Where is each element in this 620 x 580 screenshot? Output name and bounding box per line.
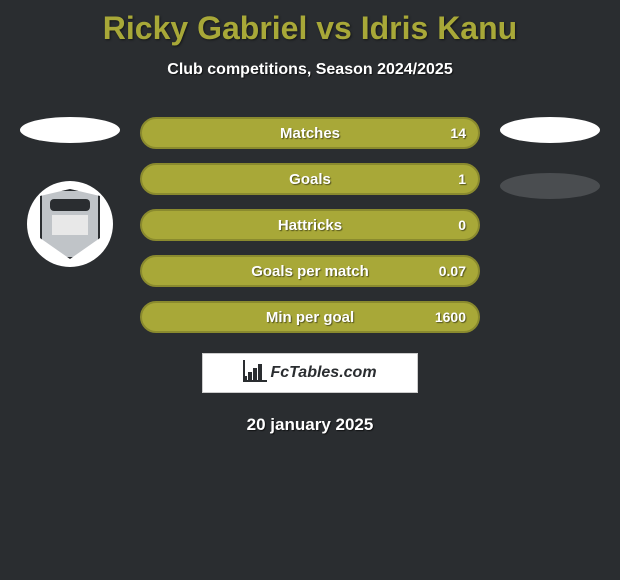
stat-value: 0 [458, 217, 466, 233]
stat-value: 0.07 [439, 263, 466, 279]
logo-text: FcTables.com [270, 364, 376, 382]
left-column [20, 117, 120, 267]
subtitle: Club competitions, Season 2024/2025 [0, 61, 620, 79]
stat-row-matches: Matches 14 [140, 117, 480, 149]
date-text: 20 january 2025 [0, 415, 620, 435]
club-oval-right [500, 173, 600, 199]
right-column [500, 117, 600, 199]
source-logo: FcTables.com [202, 353, 418, 393]
player-oval-right [500, 117, 600, 143]
stat-value: 1600 [435, 309, 466, 325]
bar-chart-icon [243, 364, 265, 382]
stat-row-goals: Goals 1 [140, 163, 480, 195]
stat-label: Min per goal [266, 309, 354, 326]
stat-row-min-per-goal: Min per goal 1600 [140, 301, 480, 333]
stat-label: Hattricks [278, 217, 342, 234]
stat-value: 1 [458, 171, 466, 187]
stat-label: Goals per match [251, 263, 369, 280]
stat-row-goals-per-match: Goals per match 0.07 [140, 255, 480, 287]
stat-label: Goals [289, 171, 331, 188]
page-title: Ricky Gabriel vs Idris Kanu [0, 10, 620, 47]
club-badge-left [27, 181, 113, 267]
content-row: Matches 14 Goals 1 Hattricks 0 Goals per… [0, 117, 620, 333]
stat-value: 14 [450, 125, 466, 141]
stats-bars: Matches 14 Goals 1 Hattricks 0 Goals per… [140, 117, 480, 333]
shield-icon [40, 189, 100, 259]
stat-row-hattricks: Hattricks 0 [140, 209, 480, 241]
player-oval-left [20, 117, 120, 143]
infographic-container: Ricky Gabriel vs Idris Kanu Club competi… [0, 0, 620, 435]
stat-label: Matches [280, 125, 340, 142]
